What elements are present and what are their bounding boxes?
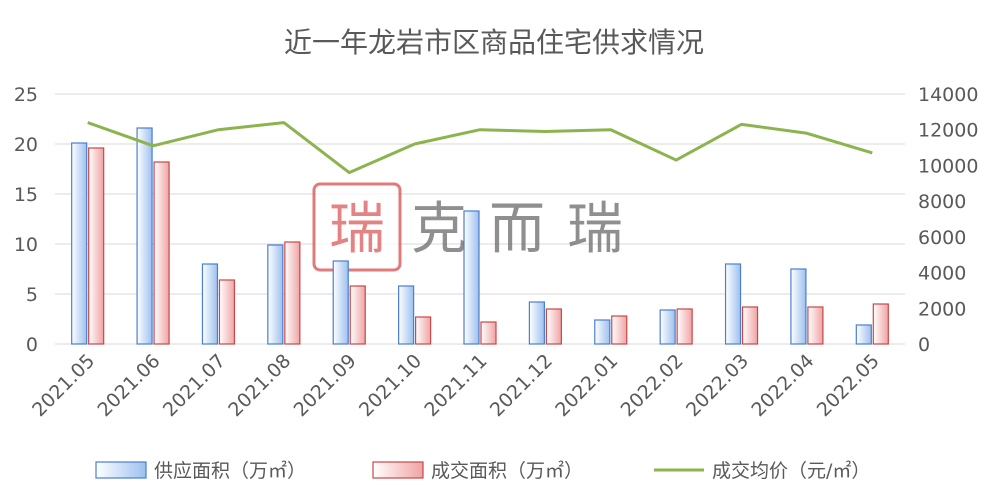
right-axis: 0 2000 4000 6000 8000 10000 12000 14000 — [918, 84, 978, 356]
legend-label: 成交面积（万㎡） — [431, 459, 583, 482]
x-tick-label: 2021.07 — [159, 350, 230, 421]
right-tick-label: 10000 — [918, 155, 978, 177]
deal-bar — [676, 308, 693, 345]
deal-bar — [349, 285, 366, 345]
supply-bar — [594, 319, 611, 345]
deal-bar — [415, 316, 432, 345]
deal-bar — [741, 306, 759, 345]
supply-bar — [790, 268, 807, 345]
right-tick-label: 4000 — [918, 263, 966, 285]
left-axis: 0 5 10 15 20 25 — [14, 84, 38, 356]
deal-bar — [611, 315, 628, 345]
supply-bar — [267, 244, 284, 345]
deal-bar — [807, 306, 824, 345]
x-tick-label: 2021.10 — [355, 350, 426, 421]
right-tick-label: 14000 — [918, 84, 978, 106]
x-tick-label: 2021.05 — [28, 350, 99, 421]
supply-bar — [463, 210, 480, 345]
price-series-line — [87, 121, 873, 175]
supply-bar — [71, 142, 88, 345]
supply-bar — [855, 324, 872, 345]
legend-label: 供应面积（万㎡） — [154, 459, 306, 482]
bars — [71, 127, 889, 345]
deal-bar — [872, 303, 889, 345]
price-line — [87, 121, 873, 175]
deal-bar — [284, 241, 301, 345]
watermark-seal-glyph: 瑞 — [329, 197, 385, 262]
grid-lines — [55, 93, 905, 345]
x-tick-label: 2022.04 — [747, 350, 818, 421]
left-tick-label: 0 — [26, 334, 38, 356]
watermark: 瑞 克而瑞 — [312, 182, 645, 272]
supply-bar — [398, 285, 415, 345]
deal-bar — [153, 161, 170, 345]
deal-bar — [88, 147, 105, 345]
x-tick-label: 2022.05 — [813, 350, 884, 421]
x-tick-label: 2021.09 — [290, 350, 361, 421]
legend-swatch — [372, 461, 424, 479]
left-tick-label: 10 — [14, 234, 38, 256]
supply-bar — [528, 301, 545, 345]
chart-title: 近一年龙岩市区商品住宅供求情况 — [284, 26, 704, 59]
right-tick-label: 2000 — [918, 298, 966, 320]
x-axis-labels: 2021.052021.062021.072021.082021.092021.… — [28, 350, 884, 421]
supply-bar — [332, 260, 349, 345]
legend-label: 成交均价（元/㎡） — [712, 459, 870, 482]
x-tick-label: 2021.12 — [486, 350, 557, 421]
left-tick-label: 15 — [14, 184, 38, 206]
x-tick-label: 2022.02 — [617, 350, 688, 421]
x-tick-label: 2022.03 — [682, 350, 753, 421]
supply-bar — [724, 263, 742, 345]
left-tick-label: 20 — [14, 134, 38, 156]
right-tick-label: 8000 — [918, 191, 966, 213]
right-tick-label: 12000 — [918, 120, 978, 142]
deal-bar — [545, 308, 562, 345]
legend: 供应面积（万㎡） 成交面积（万㎡） 成交均价（元/㎡） — [95, 459, 870, 482]
x-tick-label: 2022.01 — [551, 350, 622, 421]
right-tick-label: 6000 — [918, 227, 966, 249]
left-tick-label: 5 — [26, 284, 38, 306]
deal-bar — [480, 321, 497, 345]
right-tick-label: 0 — [918, 334, 930, 356]
x-tick-label: 2021.08 — [224, 350, 295, 421]
legend-swatch — [95, 461, 147, 479]
watermark-text: 克而瑞 — [411, 197, 645, 262]
watermark-seal — [312, 182, 402, 272]
supply-bar — [201, 263, 219, 345]
supply-bar — [136, 127, 153, 345]
supply-bar — [659, 309, 676, 345]
x-tick-label: 2021.11 — [420, 350, 491, 421]
deal-bar — [218, 279, 236, 345]
x-tick-label: 2021.06 — [93, 350, 164, 421]
left-tick-label: 25 — [14, 84, 38, 106]
